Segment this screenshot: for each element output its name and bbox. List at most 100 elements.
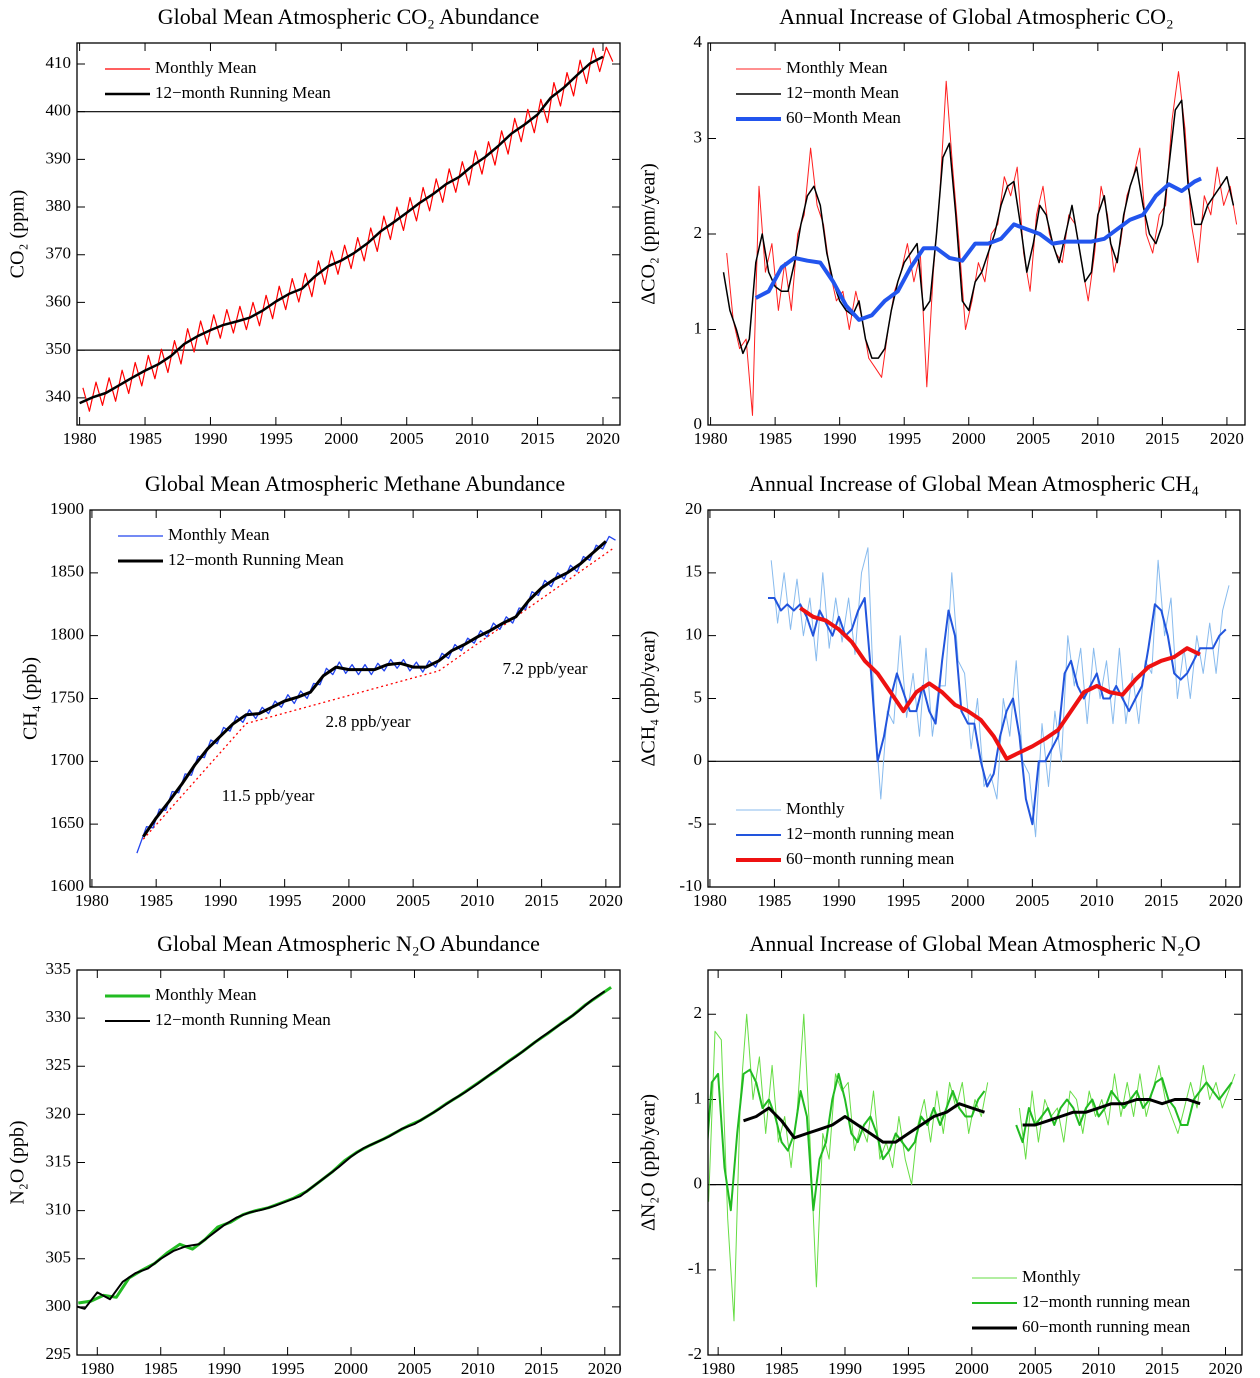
y-tick-label: 335 — [46, 959, 72, 978]
y-tick-label: 3 — [694, 127, 703, 146]
x-tick-label: 1990 — [828, 1359, 862, 1378]
x-tick-label: 1990 — [823, 429, 857, 448]
chart-title: Global Mean Atmospheric N₂O Abundance — [157, 931, 540, 956]
data-line — [754, 176, 1202, 322]
legend-label: 60−month running mean — [1022, 1317, 1191, 1336]
plot-frame — [707, 969, 1243, 1356]
x-tick-label: 1995 — [268, 891, 302, 910]
x-tick-label: 2000 — [332, 891, 366, 910]
data-line — [708, 1013, 1236, 1322]
x-tick-label: 2020 — [1210, 429, 1244, 448]
legend-label: 12−month running mean — [786, 824, 955, 843]
plot-frame — [76, 969, 621, 1356]
y-tick-label: 325 — [46, 1055, 72, 1074]
x-tick-label: 2005 — [396, 891, 430, 910]
x-tick-label: 2010 — [1082, 1359, 1116, 1378]
y-tick-label: 1600 — [50, 876, 84, 895]
y-tick-label: 315 — [46, 1151, 72, 1170]
x-tick-label: 1980 — [701, 1359, 735, 1378]
y-tick-label: 1850 — [50, 562, 84, 581]
legend-label: 60−month running mean — [786, 849, 955, 868]
y-axis-label: ΔCO₂ (ppm/year) — [638, 163, 660, 304]
x-tick-label: 1985 — [139, 891, 173, 910]
y-tick-label: 380 — [46, 196, 72, 215]
y-tick-label: -5 — [688, 813, 702, 832]
legend-label: 12−month running mean — [1022, 1292, 1191, 1311]
y-tick-label: 0 — [694, 1174, 703, 1193]
y-tick-label: 4 — [694, 32, 703, 51]
y-tick-label: 20 — [685, 499, 702, 518]
x-tick-label: 2020 — [1209, 1359, 1243, 1378]
x-tick-label: 2000 — [951, 891, 985, 910]
y-tick-label: 320 — [46, 1103, 72, 1122]
y-tick-label: 2 — [694, 1003, 703, 1022]
x-tick-label: 2010 — [1081, 429, 1115, 448]
y-tick-label: 400 — [46, 101, 72, 120]
x-tick-label: 1995 — [259, 429, 293, 448]
y-tick-label: 1 — [694, 318, 703, 337]
trend-line — [245, 670, 439, 725]
chart-title: Global Mean Atmospheric Methane Abundanc… — [145, 471, 565, 496]
x-tick-label: 2010 — [460, 891, 494, 910]
x-tick-label: 2000 — [334, 1359, 368, 1378]
plot-frame — [707, 509, 1241, 888]
x-tick-label: 2000 — [952, 429, 986, 448]
y-tick-label: 370 — [46, 244, 72, 263]
x-tick-label: 2010 — [455, 429, 489, 448]
chart-title: Annual Increase of Global Atmospheric CO… — [779, 4, 1173, 29]
plot-frame — [76, 42, 621, 426]
legend-label: Monthly Mean — [155, 985, 257, 1004]
y-tick-label: 330 — [46, 1007, 72, 1026]
x-tick-label: 1995 — [886, 891, 920, 910]
y-axis-label: ΔCH₄ (ppb/year) — [638, 631, 660, 767]
y-tick-label: 0 — [694, 414, 703, 433]
legend-label: 12−month Running Mean — [155, 83, 331, 102]
x-tick-label: 1995 — [891, 1359, 925, 1378]
x-tick-label: 2005 — [1018, 1359, 1052, 1378]
x-tick-label: 2015 — [525, 891, 559, 910]
x-tick-label: 2015 — [521, 429, 555, 448]
legend-label: Monthly — [1022, 1267, 1081, 1286]
y-tick-label: 1900 — [50, 499, 84, 518]
x-tick-label: 1990 — [193, 429, 227, 448]
y-tick-label: 350 — [46, 339, 72, 358]
x-tick-label: 1980 — [694, 429, 728, 448]
y-tick-label: 300 — [46, 1296, 72, 1315]
legend-label: 12−month Mean — [786, 83, 899, 102]
y-axis-label: ΔN₂O (ppb/year) — [638, 1094, 660, 1231]
data-line — [768, 597, 1227, 826]
x-tick-label: 1990 — [207, 1359, 241, 1378]
y-tick-label: 5 — [694, 687, 703, 706]
legend-label: Monthly — [786, 799, 845, 818]
data-line — [79, 55, 604, 405]
y-axis-label: CH₄ (ppb) — [20, 657, 42, 740]
data-line — [770, 547, 1230, 838]
plot-frame — [89, 509, 621, 888]
x-tick-label: 1985 — [758, 429, 792, 448]
x-tick-label: 1985 — [128, 429, 162, 448]
data-line — [142, 540, 607, 838]
annotation: 11.5 ppb/year — [222, 786, 315, 805]
x-tick-label: 2005 — [390, 429, 424, 448]
x-tick-label: 1980 — [75, 891, 109, 910]
y-tick-label: 1700 — [50, 750, 84, 769]
chart-title: Global Mean Atmospheric CO₂ Abundance — [158, 4, 540, 29]
trend-line — [438, 548, 613, 672]
x-tick-label: 1980 — [80, 1359, 114, 1378]
data-line — [708, 1068, 1233, 1212]
x-tick-label: 1995 — [271, 1359, 305, 1378]
y-tick-label: 340 — [46, 387, 72, 406]
legend-label: Monthly Mean — [168, 525, 270, 544]
legend-label: Monthly Mean — [786, 58, 888, 77]
trend-line — [142, 723, 247, 840]
y-tick-label: 1800 — [50, 625, 84, 644]
x-tick-label: 2000 — [955, 1359, 989, 1378]
y-tick-label: -10 — [679, 876, 702, 895]
y-tick-label: 360 — [46, 291, 72, 310]
y-tick-label: 1750 — [50, 687, 84, 706]
data-line — [722, 99, 1235, 359]
y-axis-label: CO₂ (ppm) — [7, 190, 29, 279]
legend-label: 60−Month Mean — [786, 108, 901, 127]
legend-label: Monthly Mean — [155, 58, 257, 77]
